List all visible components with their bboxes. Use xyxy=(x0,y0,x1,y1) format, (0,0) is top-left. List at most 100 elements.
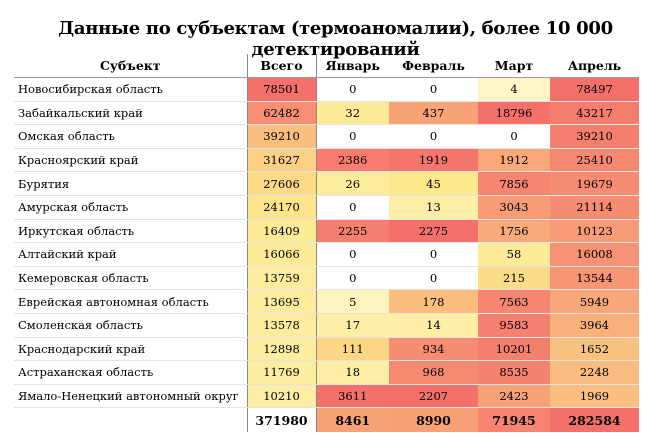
cell-january: 2386 xyxy=(316,148,389,173)
cell-february: 0 xyxy=(389,77,478,102)
cell-april: 43217 xyxy=(550,101,639,126)
cell-february: 178 xyxy=(389,289,478,314)
table-body: Новосибирская область 78501 0 0 4 78497 Забайк… xyxy=(14,77,639,409)
total-february: 8990 xyxy=(389,407,478,433)
cell-march: 0 xyxy=(478,124,550,149)
cell-april: 25410 xyxy=(550,148,639,173)
table-row: Астраханская область 11769 18 968 8535 2248 xyxy=(14,360,639,385)
cell-march: 215 xyxy=(478,266,550,291)
table-row: Смоленская область 13578 17 14 9583 3964 xyxy=(14,313,639,338)
cell-march: 10201 xyxy=(478,337,550,362)
cell-january: 0 xyxy=(316,124,389,149)
cell-april: 19679 xyxy=(550,171,639,196)
header-subject: Субъект xyxy=(14,54,248,78)
cell-total: 16066 xyxy=(247,242,317,267)
cell-february: 0 xyxy=(389,242,478,267)
totals-label xyxy=(14,407,248,433)
row-subject: Кемеровская область xyxy=(14,266,248,291)
table-row: Красноярский край 31627 2386 1919 1912 25410 xyxy=(14,148,639,173)
cell-january: 26 xyxy=(316,171,389,196)
table-row: Ямало-Ненецкий автономный округ 10210 3611… xyxy=(14,384,639,409)
cell-january: 32 xyxy=(316,101,389,126)
cell-february: 934 xyxy=(389,337,478,362)
cell-march: 2423 xyxy=(478,384,550,409)
cell-february: 437 xyxy=(389,101,478,126)
data-table: Субъект Всего Январь Февраль Март Апрель… xyxy=(14,54,639,433)
cell-total: 13578 xyxy=(247,313,317,338)
table-row: Краснодарский край 12898 111 934 10201 1652 xyxy=(14,337,639,362)
total-march: 71945 xyxy=(478,407,550,433)
row-subject: Амурская область xyxy=(14,195,248,220)
header-row: Субъект Всего Январь Февраль Март Апрель xyxy=(14,54,639,78)
cell-total: 27606 xyxy=(247,171,317,196)
header-april: Апрель xyxy=(550,54,639,78)
cell-march: 1756 xyxy=(478,219,550,244)
cell-total: 62482 xyxy=(247,101,317,126)
row-subject: Астраханская область xyxy=(14,360,248,385)
cell-total: 31627 xyxy=(247,148,317,173)
cell-april: 1652 xyxy=(550,337,639,362)
cell-january: 3611 xyxy=(316,384,389,409)
cell-april: 39210 xyxy=(550,124,639,149)
cell-total: 11769 xyxy=(247,360,317,385)
cell-march: 7563 xyxy=(478,289,550,314)
cell-total: 78501 xyxy=(247,77,317,102)
cell-february: 13 xyxy=(389,195,478,220)
cell-february: 1919 xyxy=(389,148,478,173)
cell-february: 45 xyxy=(389,171,478,196)
table-row: Омская область 39210 0 0 0 39210 xyxy=(14,124,639,149)
cell-april: 10123 xyxy=(550,219,639,244)
cell-february: 968 xyxy=(389,360,478,385)
table-row: Новосибирская область 78501 0 0 4 78497 xyxy=(14,77,639,102)
table-row: Амурская область 24170 0 13 3043 21114 xyxy=(14,195,639,220)
table-row: Забайкальский край 62482 32 437 18796 43217 xyxy=(14,101,639,126)
cell-february: 2207 xyxy=(389,384,478,409)
header-january: Январь xyxy=(316,54,389,78)
cell-april: 3964 xyxy=(550,313,639,338)
cell-april: 78497 xyxy=(550,77,639,102)
header-february: Февраль xyxy=(389,54,478,78)
cell-january: 111 xyxy=(316,337,389,362)
header-march: Март xyxy=(478,54,550,78)
cell-february: 0 xyxy=(389,124,478,149)
row-subject: Краснодарский край xyxy=(14,337,248,362)
table-row: Еврейская автономная область 13695 5 178 756… xyxy=(14,289,639,314)
cell-january: 0 xyxy=(316,242,389,267)
cell-april: 2248 xyxy=(550,360,639,385)
cell-march: 58 xyxy=(478,242,550,267)
cell-april: 21114 xyxy=(550,195,639,220)
cell-april: 5949 xyxy=(550,289,639,314)
row-subject: Красноярский край xyxy=(14,148,248,173)
table-row: Иркутская область 16409 2255 2275 1756 10123 xyxy=(14,219,639,244)
cell-march: 9583 xyxy=(478,313,550,338)
total-january: 8461 xyxy=(316,407,389,433)
cell-total: 13695 xyxy=(247,289,317,314)
cell-january: 0 xyxy=(316,77,389,102)
row-subject: Смоленская область xyxy=(14,313,248,338)
cell-january: 0 xyxy=(316,195,389,220)
row-subject: Еврейская автономная область xyxy=(14,289,248,314)
cell-total: 24170 xyxy=(247,195,317,220)
header-total: Всего xyxy=(247,54,317,78)
cell-february: 0 xyxy=(389,266,478,291)
cell-january: 0 xyxy=(316,266,389,291)
table-row: Бурятия 27606 26 45 7856 19679 xyxy=(14,171,639,196)
cell-total: 16409 xyxy=(247,219,317,244)
cell-march: 18796 xyxy=(478,101,550,126)
totals-row: 371980 8461 8990 71945 282584 xyxy=(14,407,639,433)
row-subject: Иркутская область xyxy=(14,219,248,244)
table-row: Алтайский край 16066 0 0 58 16008 xyxy=(14,242,639,267)
cell-april: 13544 xyxy=(550,266,639,291)
row-subject: Алтайский край xyxy=(14,242,248,267)
cell-march: 8535 xyxy=(478,360,550,385)
cell-march: 3043 xyxy=(478,195,550,220)
cell-january: 18 xyxy=(316,360,389,385)
cell-january: 5 xyxy=(316,289,389,314)
cell-april: 1969 xyxy=(550,384,639,409)
row-subject: Бурятия xyxy=(14,171,248,196)
total-april: 282584 xyxy=(550,407,639,433)
cell-february: 14 xyxy=(389,313,478,338)
cell-january: 2255 xyxy=(316,219,389,244)
cell-total: 10210 xyxy=(247,384,317,409)
cell-april: 16008 xyxy=(550,242,639,267)
